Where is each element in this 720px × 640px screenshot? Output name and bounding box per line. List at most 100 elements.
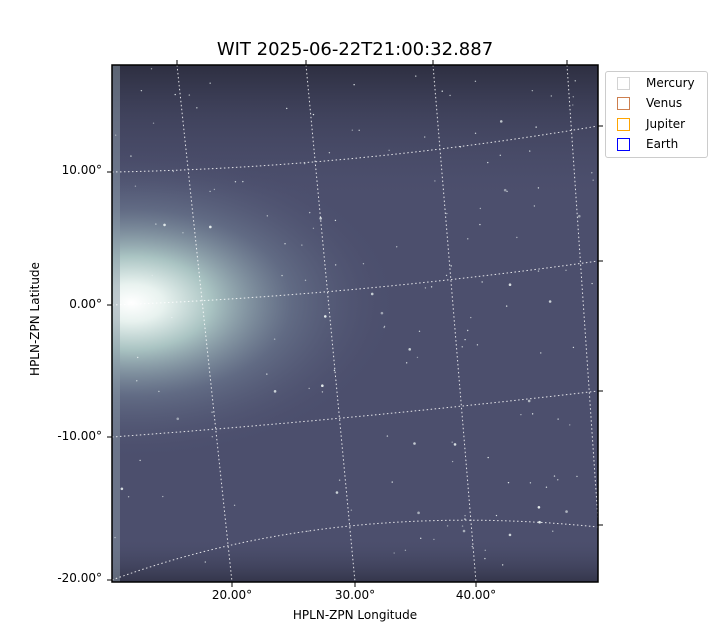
grid [112,65,598,582]
star [312,227,315,230]
star [162,495,164,498]
star [505,305,508,307]
x-tick-label: 30.00° [334,588,376,602]
star [286,107,288,110]
star [281,274,283,277]
star [537,187,540,189]
star [434,180,436,182]
star [416,356,419,359]
star [484,549,486,552]
star [321,391,324,393]
star [470,316,472,319]
star [404,549,407,552]
star [120,487,124,491]
chart-title: WIT 2025-06-22T21:00:32.887 [216,39,494,60]
star [508,533,512,537]
legend-label: Venus [646,96,683,110]
star [466,329,469,332]
star [136,380,138,382]
star [520,413,522,416]
star [163,223,166,227]
star [450,265,452,267]
legend-swatch [617,117,630,131]
star [114,134,117,136]
star [499,120,503,123]
legend-swatch [617,137,630,151]
star [158,390,160,393]
star [134,185,137,187]
star [321,384,324,388]
star [424,287,427,289]
star [433,538,435,541]
star [209,190,211,193]
star [577,214,581,218]
star [445,274,448,277]
star [552,530,554,532]
star [574,80,576,82]
legend-item-mercury: Mercury [617,75,695,91]
legend: Mercury Venus Jupiter Earth [605,71,708,158]
star [213,188,216,191]
star [481,281,483,283]
star [114,536,116,539]
star [266,373,268,375]
star [273,338,276,340]
legend-item-venus: Venus [617,95,682,111]
star [358,129,360,132]
star [182,232,184,234]
star [557,418,559,420]
star [503,188,507,192]
star [467,238,469,240]
legend-label: Mercury [646,76,695,90]
star [362,263,365,265]
star [531,413,534,415]
star [150,68,153,70]
star [211,435,214,438]
star [461,525,464,527]
star [441,90,443,92]
star [464,518,466,520]
star [172,170,175,173]
star [405,362,408,364]
star [550,95,553,97]
grid-lon-30 [305,65,356,582]
star [569,424,571,426]
star [531,89,534,92]
star [484,557,486,560]
y-tick-label: -20.00° [57,571,102,585]
star [501,564,504,566]
star [176,417,180,421]
star [196,107,198,109]
star [451,460,454,463]
legend-swatch [617,96,630,110]
star [395,246,398,248]
star [474,80,477,82]
grid-lat-minus20 [112,519,598,581]
star [508,283,512,287]
star [383,326,385,329]
legend-item-earth: Earth [617,136,678,152]
x-tick-label: 20.00° [211,588,253,602]
star [209,82,211,84]
grid-lat-minus10 [112,390,598,438]
grid-lon-40 [432,65,477,582]
star [527,399,531,403]
star [386,435,389,437]
star [338,479,341,481]
star [383,325,386,328]
y-tick-label: 10.00° [61,163,102,177]
star [151,274,154,277]
star [136,356,139,359]
grid-lat-10 [112,125,598,173]
star [171,316,173,319]
star [388,149,390,152]
star [487,456,489,459]
star [553,475,556,477]
grid-lon-50 [566,65,598,521]
star [591,282,593,285]
star [233,504,236,507]
star [572,346,575,349]
star [446,525,449,527]
star [284,243,286,245]
